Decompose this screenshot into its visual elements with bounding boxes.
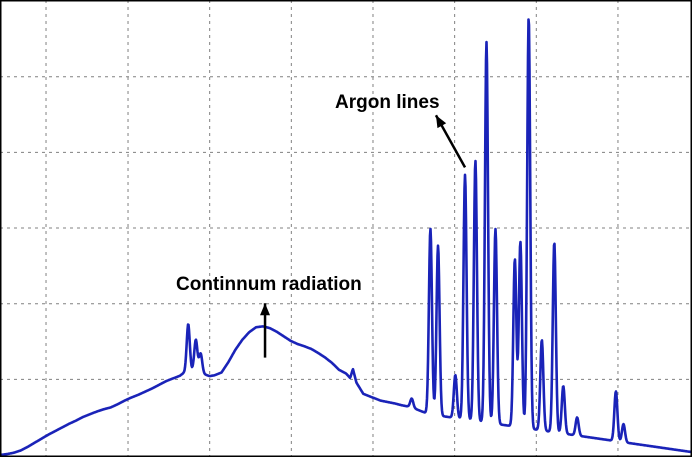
annotation-arrow-head-1 <box>435 115 447 129</box>
spectrum-line <box>0 18 692 457</box>
series-layer <box>0 18 692 457</box>
annotation-label-0: Continnum radiation <box>176 274 362 295</box>
annotation-layer: Continnum radiation Argon lines <box>176 92 467 358</box>
annotation-label-1: Argon lines <box>335 92 440 113</box>
annotation-arrow-head-0 <box>260 303 271 316</box>
